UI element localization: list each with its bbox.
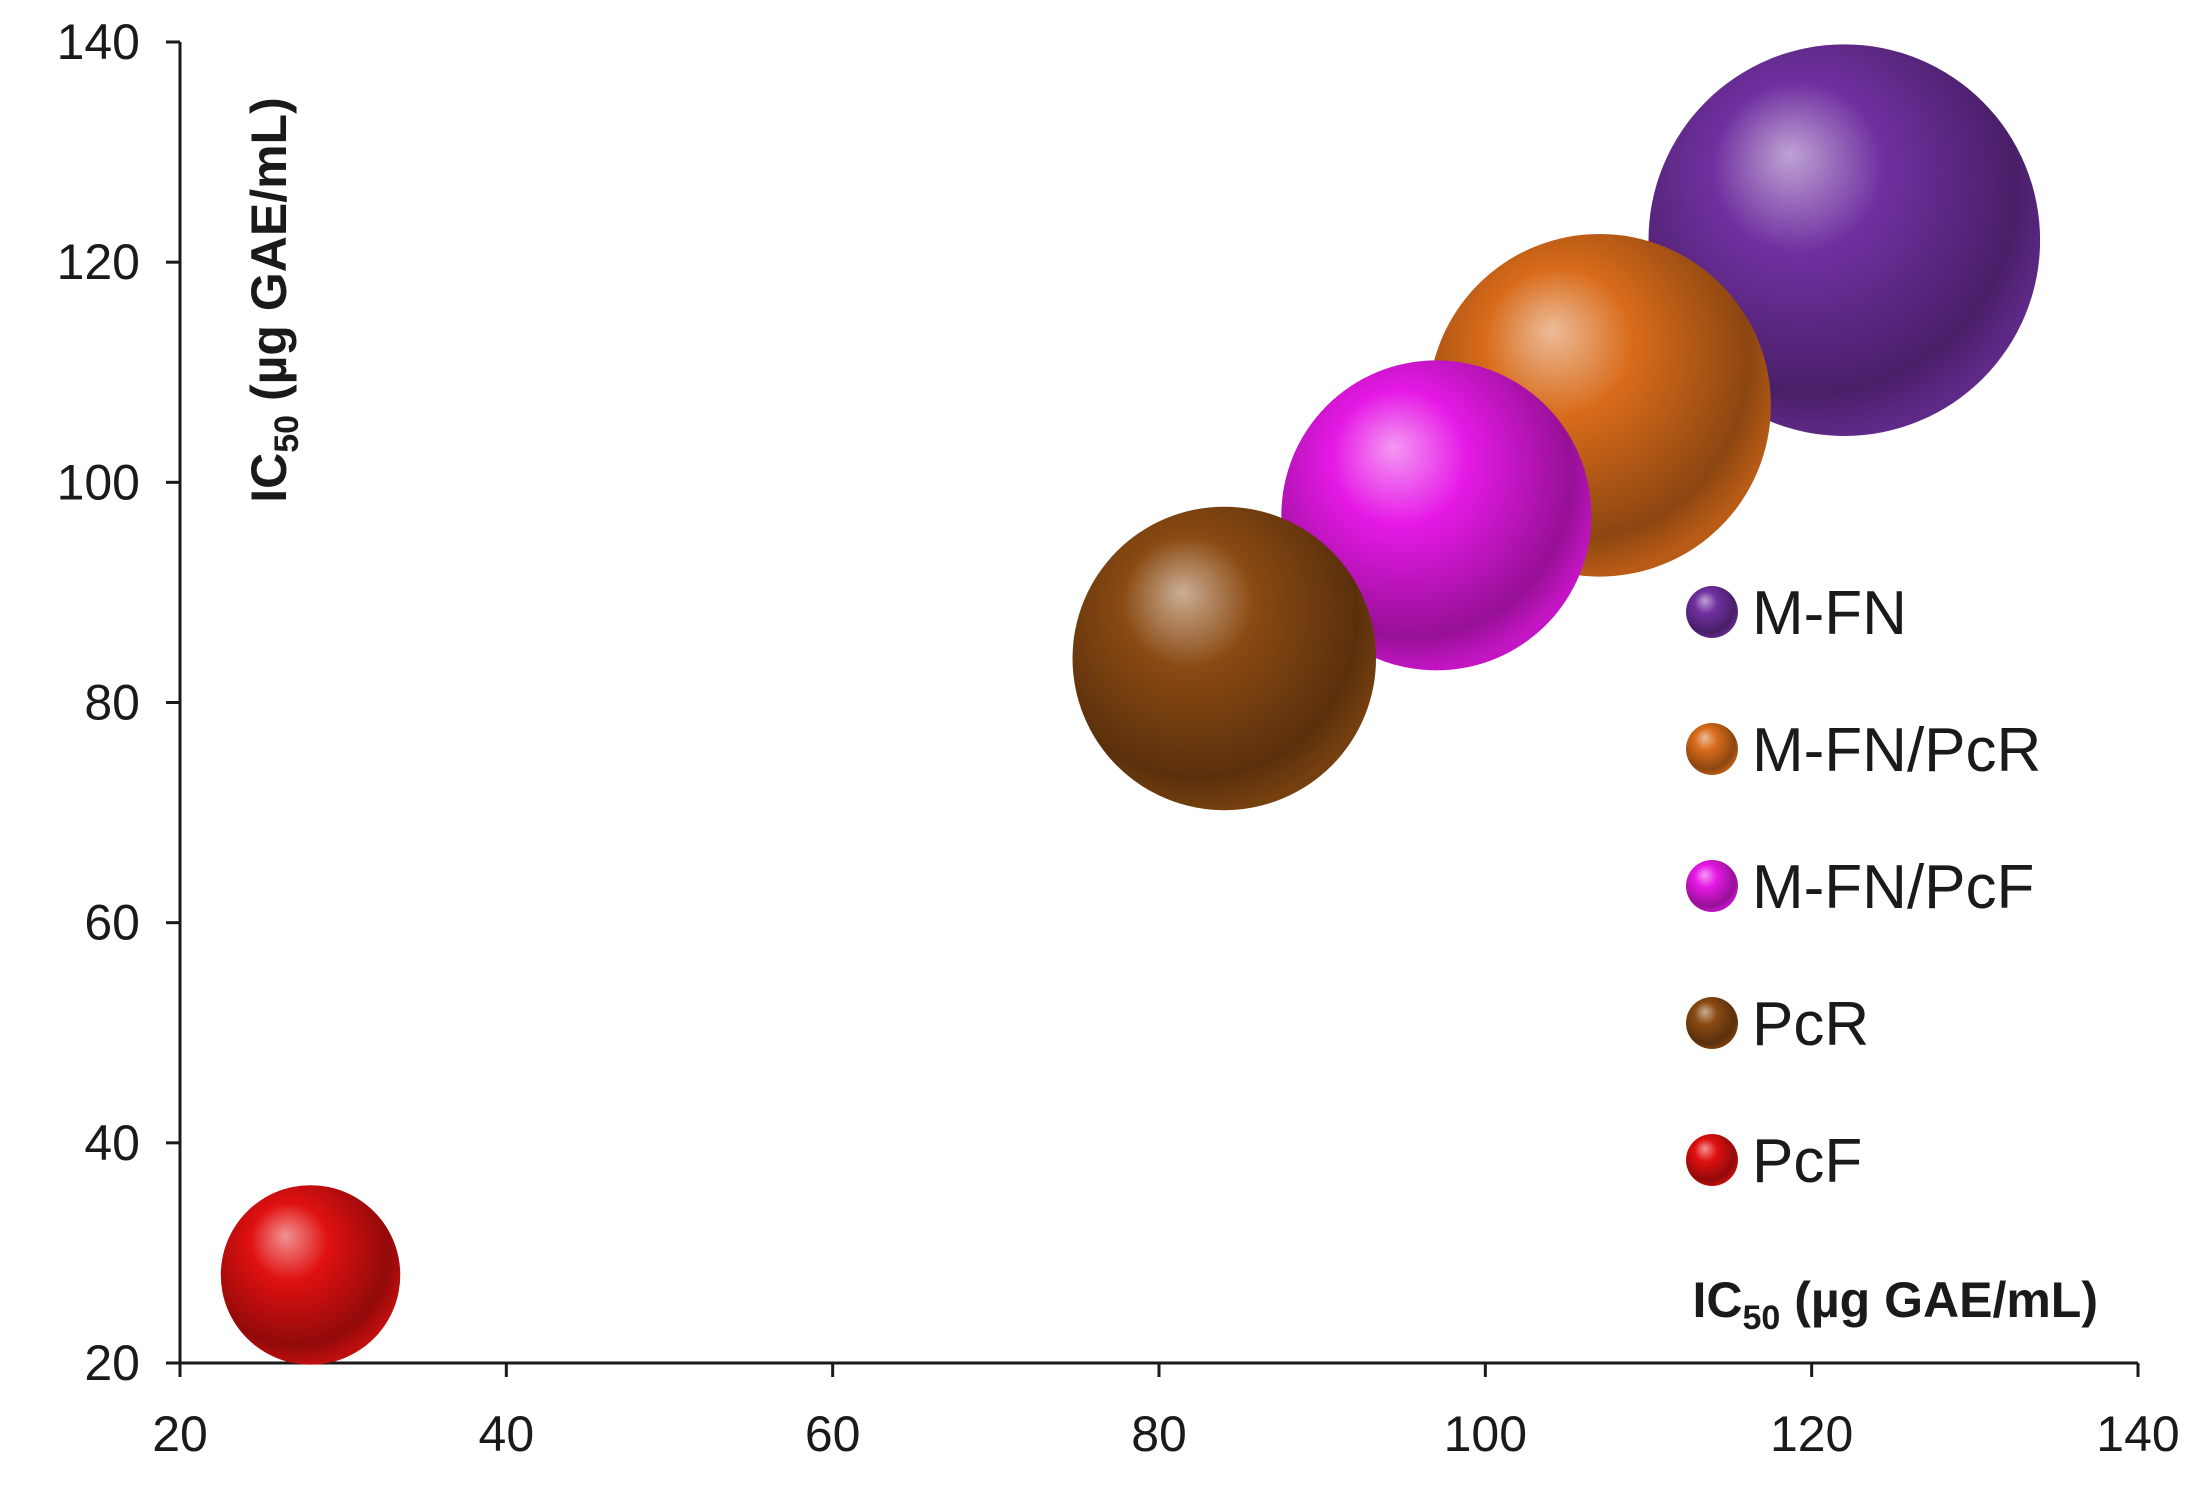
legend-marker-m-fn-pcr	[1686, 723, 1738, 775]
bubble-pcf	[220, 1185, 401, 1365]
y-tick-label: 60	[84, 895, 140, 951]
y-tick-label: 40	[84, 1115, 140, 1171]
y-tick-label: 100	[57, 454, 140, 510]
bubbles	[220, 44, 2041, 1365]
bubble-pcr	[1072, 506, 1377, 811]
legend: M-FN M-FN/PcR M-FN/PcF PcR PcF	[1686, 579, 2041, 1196]
x-tick-label: 100	[1444, 1406, 1527, 1462]
legend-marker-pcf	[1686, 1134, 1738, 1186]
legend-marker-m-fn-pcf	[1686, 860, 1738, 912]
x-tick-label: 80	[1131, 1406, 1187, 1462]
legend-marker-m-fn	[1686, 586, 1738, 638]
x-tick-label: 40	[479, 1406, 535, 1462]
x-tick-label: 120	[1770, 1406, 1853, 1462]
y-tick-label: 140	[57, 14, 140, 70]
x-tick-label: 60	[805, 1406, 861, 1462]
y-tick-label: 20	[84, 1335, 140, 1391]
x-axis-title: IC50 (µg GAE/mL)	[1692, 1272, 2098, 1337]
axes: 20 40 60 80 100 120 140 20 40 60 80 100 120 140	[57, 14, 2180, 1462]
axis-titles: IC50 (µg GAE/mL) IC50 (µg GAE/mL)	[241, 97, 2098, 1337]
legend-label-m-fn-pcr: M-FN/PcR	[1752, 716, 2041, 785]
x-tick-label: 20	[152, 1406, 208, 1462]
legend-label-m-fn-pcf: M-FN/PcF	[1752, 853, 2034, 922]
legend-label-pcf: PcF	[1752, 1127, 1862, 1196]
y-axis-title: IC50 (µg GAE/mL)	[241, 97, 306, 503]
legend-label-m-fn: M-FN	[1752, 579, 1907, 648]
legend-marker-pcr	[1686, 997, 1738, 1049]
legend-label-pcr: PcR	[1752, 990, 1869, 1059]
y-tick-label: 80	[84, 675, 140, 731]
x-tick-label: 140	[2096, 1406, 2179, 1462]
y-tick-label: 120	[57, 234, 140, 290]
